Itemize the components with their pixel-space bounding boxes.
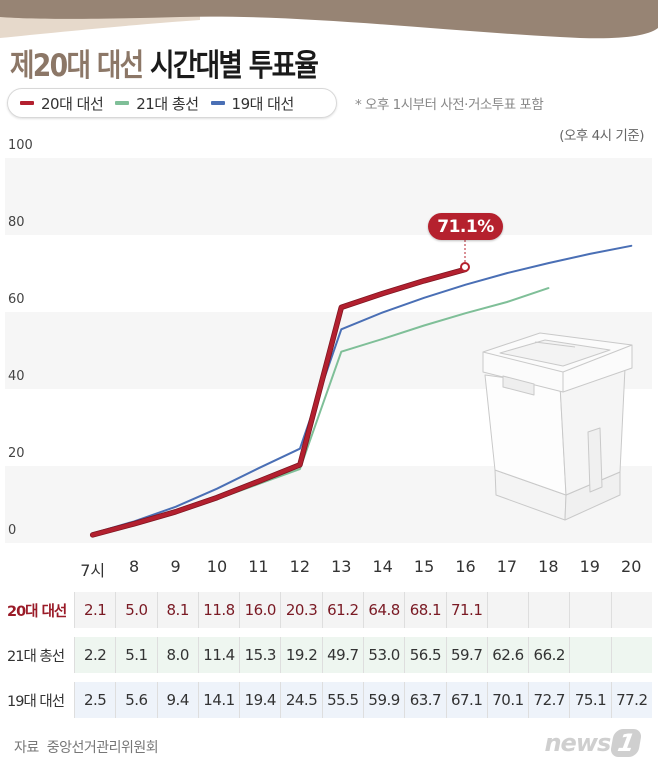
- title-rest: 시간대별 투표율: [142, 48, 319, 84]
- table-cell: 77.2: [610, 682, 652, 718]
- table-cell: 49.7: [321, 637, 363, 673]
- table-cell: 56.5: [404, 637, 446, 673]
- header-wave-decoration: [0, 0, 658, 39]
- legend-swatch-blue: [210, 101, 225, 105]
- table-cell: 5.1: [115, 637, 157, 673]
- table-cell: 62.6: [486, 637, 529, 673]
- table-cell: 8.1: [156, 592, 198, 628]
- row-label: 19대 대선: [5, 682, 74, 718]
- legend-swatch-red: [20, 101, 34, 105]
- x-label: 20: [621, 557, 642, 576]
- footnote-early-voting: * 오후 1시부터 사전·거소투표 포함: [355, 97, 544, 113]
- x-label: 9: [170, 557, 181, 576]
- x-label: 11: [248, 557, 269, 576]
- x-label: 18: [538, 557, 559, 576]
- y-tick-100: 100: [8, 138, 33, 153]
- time-basis-note: (오후 4시 기준): [559, 128, 644, 144]
- table-cell: 55.5: [321, 682, 363, 718]
- table-cell: 67.1: [445, 682, 487, 718]
- table-cell: 59.7: [445, 637, 487, 673]
- x-label: 12: [289, 557, 310, 576]
- table-row-20th-presidential: 20대 대선 2.1 5.0 8.1 11.8 16.0 20.3 61.2 64.8 68.1…: [5, 592, 652, 628]
- table-cell: 72.7: [528, 682, 570, 718]
- table-cell: 61.2: [321, 592, 363, 628]
- row-label: 20대 대선: [5, 592, 74, 628]
- series-line-19th-presidential: [91, 244, 633, 535]
- x-label: 19: [579, 557, 600, 576]
- legend-label: 19대 대선: [231, 94, 295, 113]
- table-cell: 8.0: [156, 637, 198, 673]
- y-tick-20: 20: [8, 446, 25, 461]
- logo-text: news: [544, 729, 611, 757]
- data-source: 자료 중앙선거관리위원회: [14, 737, 159, 757]
- line-chart: [89, 240, 633, 538]
- legend-item-19th-presidential: 19대 대선: [210, 93, 295, 114]
- series-lines: [89, 244, 633, 538]
- chart-legend: 20대 대선 21대 총선 19대 대선: [7, 88, 337, 118]
- table-cell: 11.8: [197, 592, 240, 628]
- y-tick-60: 60: [8, 292, 25, 307]
- table-cell: 66.2: [528, 637, 570, 673]
- table-cell: 2.2: [74, 637, 116, 673]
- y-tick-0: 0: [8, 523, 17, 538]
- last-point-marker: [460, 262, 470, 272]
- source-org: 중앙선거관리위원회: [46, 740, 159, 756]
- table-cell: 5.0: [115, 592, 157, 628]
- table-row-21st-general: 21대 총선 2.2 5.1 8.0 11.4 15.3 19.2 49.7 53.0 56.5…: [5, 637, 652, 673]
- table-cell: 71.1: [445, 592, 487, 628]
- table-cell: 14.1: [197, 682, 240, 718]
- table-cell: 63.7: [404, 682, 446, 718]
- legend-label: 21대 총선: [136, 94, 199, 113]
- y-tick-40: 40: [8, 369, 25, 384]
- x-label: 15: [413, 557, 435, 576]
- table-cell: 64.8: [362, 592, 405, 628]
- legend-swatch-green: [115, 101, 130, 105]
- source-label: 자료: [14, 740, 39, 756]
- table-cell: 19.2: [280, 637, 322, 673]
- series-line-20th-presidential: [90, 267, 468, 537]
- legend-label: 20대 대선: [41, 94, 104, 113]
- row-label: 21대 총선: [5, 637, 74, 673]
- table-cell: 19.4: [239, 682, 281, 718]
- table-cell: 16.0: [239, 592, 281, 628]
- table-cell: 5.6: [115, 682, 157, 718]
- x-label: 17: [496, 557, 518, 576]
- turnout-table: 20대 대선 2.1 5.0 8.1 11.8 16.0 20.3 61.2 64.8 68.1…: [5, 592, 652, 727]
- x-label: 13: [331, 557, 352, 576]
- table-cell: [610, 637, 652, 673]
- table-cell: 68.1: [404, 592, 446, 628]
- table-cell: 24.5: [280, 682, 322, 718]
- table-cell: [569, 592, 611, 628]
- table-cell: 9.4: [156, 682, 198, 718]
- x-label: 16: [455, 557, 476, 576]
- legend-item-21st-general: 21대 총선: [115, 93, 199, 114]
- x-label: 7시: [80, 561, 106, 580]
- table-row-19th-presidential: 19대 대선 2.5 5.6 9.4 14.1 19.4 24.5 55.5 59.9 63.7…: [5, 682, 652, 718]
- x-label: 8: [129, 557, 140, 576]
- table-cell: [610, 592, 652, 628]
- legend-item-20th-presidential: 20대 대선: [20, 93, 104, 114]
- x-label: 10: [206, 557, 228, 576]
- title-accent: 제20대 대선: [10, 48, 144, 84]
- table-cell: 2.1: [74, 592, 116, 628]
- table-cell: 75.1: [569, 682, 611, 718]
- news1-logo: news 1: [544, 729, 643, 757]
- table-cell: 59.9: [362, 682, 405, 718]
- table-cell: 70.1: [486, 682, 529, 718]
- table-cell: 2.5: [74, 682, 116, 718]
- table-cell: [486, 592, 529, 628]
- x-label: 14: [372, 557, 393, 576]
- table-cell: 53.0: [362, 637, 405, 673]
- ballot-box-illustration: [482, 332, 633, 521]
- page-title: 제20대 대선 시간대별 투표율: [10, 40, 319, 85]
- logo-mark: 1: [609, 729, 643, 757]
- table-cell: [528, 592, 570, 628]
- x-axis-labels: 7시 8 9 10 11 12 13 14 15 16 17 18 19 20: [72, 557, 652, 581]
- table-cell: 20.3: [280, 592, 322, 628]
- y-tick-80: 80: [8, 215, 25, 230]
- table-cell: 11.4: [197, 637, 240, 673]
- table-cell: 15.3: [239, 637, 281, 673]
- latest-turnout-callout: 71.1%: [428, 213, 503, 240]
- table-cell: [569, 637, 611, 673]
